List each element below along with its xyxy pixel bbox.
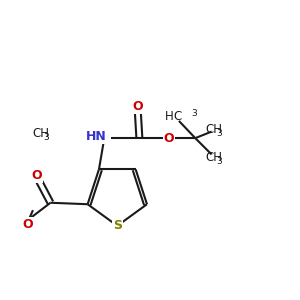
Text: CH: CH (206, 123, 223, 136)
Text: CH: CH (206, 151, 223, 164)
Text: O: O (32, 169, 42, 182)
Text: 3: 3 (216, 129, 222, 138)
Text: 3: 3 (191, 109, 197, 118)
Text: S: S (113, 219, 122, 232)
Text: O: O (164, 132, 174, 145)
Text: H: H (165, 110, 174, 123)
Text: C: C (173, 110, 181, 123)
Text: HN: HN (85, 130, 106, 143)
Text: O: O (22, 218, 33, 231)
Text: O: O (133, 100, 143, 113)
Text: 3: 3 (216, 157, 222, 166)
Text: 3: 3 (43, 133, 49, 142)
Text: CH: CH (33, 127, 50, 140)
